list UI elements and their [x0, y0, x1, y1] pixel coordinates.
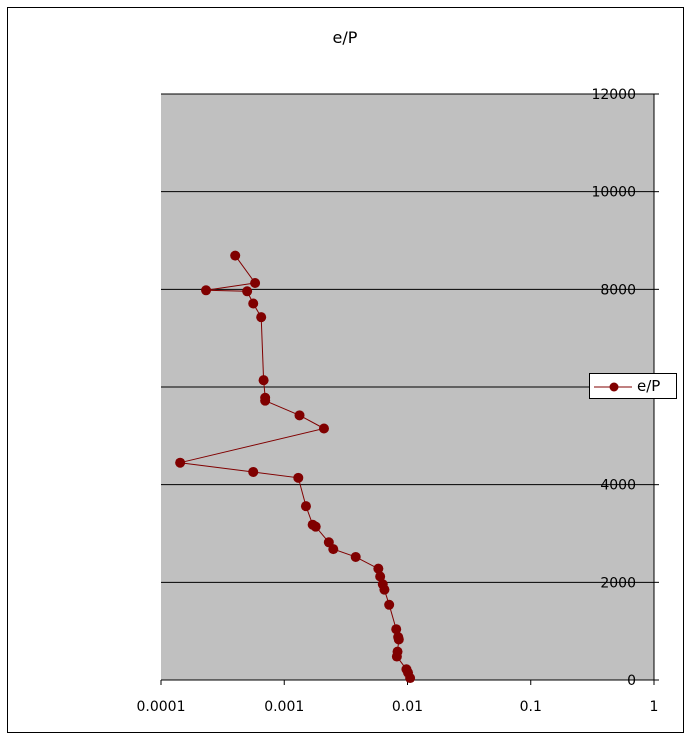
gridlines [161, 93, 654, 583]
x-axis-ticks: 0.0001 0.001 0.01 0.1 1 [137, 680, 659, 715]
data-point [256, 312, 267, 323]
legend-marker [594, 382, 632, 392]
y-tick-label: 8000 [600, 282, 636, 298]
series-e-p [175, 250, 416, 684]
data-point [401, 664, 412, 675]
data-point [248, 298, 259, 309]
data-point [375, 571, 386, 582]
data-point [350, 551, 361, 562]
chart-frame [7, 7, 684, 733]
x-tick-label: 0.1 [520, 699, 542, 715]
chart-title: e/P [332, 28, 358, 47]
y-tick-label: 12000 [591, 87, 636, 103]
data-point [377, 579, 388, 590]
x-tick-label: 0.001 [264, 699, 304, 715]
data-point [300, 501, 311, 512]
y-tick-label: 10000 [591, 185, 636, 201]
data-point [294, 410, 305, 421]
y-axis-ticks: 020004000600080001000012000 [591, 87, 659, 689]
y-tick-label: 2000 [600, 575, 636, 591]
data-point [293, 472, 304, 483]
data-point [393, 632, 404, 643]
data-point [307, 519, 318, 530]
x-tick-label: 0.01 [392, 699, 423, 715]
data-point [248, 466, 259, 477]
data-point [391, 624, 402, 635]
data-point [392, 646, 403, 657]
legend: e/P [589, 373, 677, 399]
data-point [230, 250, 241, 261]
data-point [201, 285, 212, 296]
data-point [318, 423, 329, 434]
y-tick-label: 4000 [600, 478, 636, 494]
data-point [373, 563, 384, 574]
data-point [323, 537, 334, 548]
data-point [250, 277, 261, 288]
y-tick-label: 0 [627, 673, 636, 689]
data-point [258, 375, 269, 386]
legend-label: e/P [637, 377, 661, 395]
x-tick-label: 1 [650, 699, 659, 715]
data-point [384, 599, 395, 610]
x-tick-label: 0.0001 [137, 699, 186, 715]
data-point [242, 286, 253, 297]
data-point [260, 392, 271, 403]
data-point [175, 457, 186, 468]
